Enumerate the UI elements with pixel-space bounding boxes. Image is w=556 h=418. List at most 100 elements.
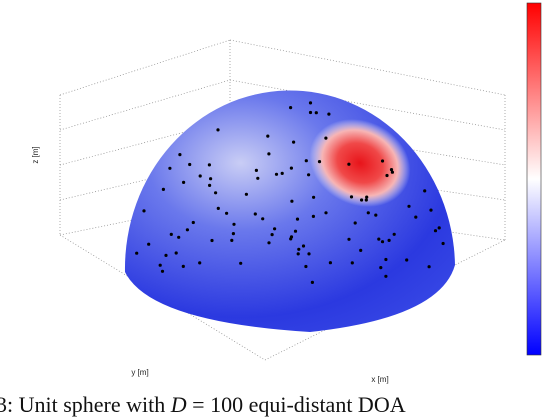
doa-point [307, 173, 311, 177]
doa-point [405, 258, 409, 262]
doa-point [270, 233, 274, 237]
doa-point [324, 211, 328, 215]
doa-point [327, 112, 331, 116]
hemisphere [124, 90, 455, 332]
doa-point [304, 264, 308, 269]
colorbar [526, 2, 542, 356]
doa-point [379, 266, 383, 270]
doa-point [185, 228, 189, 232]
doa-point [160, 269, 165, 273]
doa-point [147, 242, 151, 246]
doa-point [274, 172, 279, 176]
doa-point [317, 160, 322, 164]
doa-point [392, 232, 396, 236]
doa-point [293, 229, 298, 233]
doa-points [135, 101, 445, 284]
doa-point [280, 171, 284, 175]
doa-point [296, 252, 300, 256]
doa-point [216, 128, 220, 132]
doa-point [267, 241, 271, 245]
doa-point [168, 166, 172, 170]
doa-point [433, 229, 438, 233]
doa-point [207, 163, 211, 167]
doa-point [178, 153, 182, 157]
doa-point [423, 189, 427, 193]
doa-point [308, 101, 313, 105]
doa-point [328, 261, 332, 265]
doa-point [349, 195, 354, 199]
caption-symbol: D [170, 392, 187, 417]
doa-point [385, 173, 389, 178]
doa-point [429, 208, 433, 212]
doa-point [161, 187, 165, 191]
caption: 3: Unit sphere with D = 100 equi-distant… [0, 392, 406, 417]
doa-point [390, 170, 394, 174]
doa-point [253, 212, 257, 216]
doa-point [231, 232, 235, 236]
doa-point [289, 166, 293, 170]
doa-point [312, 195, 316, 199]
doa-point [307, 252, 311, 256]
doa-point [191, 220, 195, 225]
doa-point [384, 257, 388, 262]
doa-point [182, 180, 186, 184]
doa-point [366, 211, 370, 215]
doa-point [232, 222, 236, 226]
doa-point [244, 192, 248, 196]
doa-point [169, 232, 173, 236]
doa-point [360, 198, 364, 202]
doa-point [364, 198, 368, 202]
doa-point [267, 152, 271, 156]
x-axis-label: x [m] [371, 375, 388, 384]
doa-point [441, 241, 445, 246]
caption-rest: = 100 equi-distant DOA [192, 392, 406, 417]
doa-point [210, 238, 214, 243]
doa-point [407, 204, 411, 208]
doa-point [289, 235, 294, 239]
doa-point [292, 140, 296, 144]
doa-point [377, 237, 381, 241]
doa-point [304, 159, 308, 163]
doa-point [198, 174, 202, 178]
z-axis-label: z [m] [31, 146, 40, 163]
doa-point [347, 162, 351, 166]
doa-point [266, 134, 270, 138]
doa-point [437, 226, 441, 230]
doa-point [177, 235, 181, 239]
doa-point [261, 217, 265, 221]
doa-point [353, 221, 357, 225]
doa-point [209, 177, 213, 181]
y-axis-label: y [m] [131, 368, 148, 377]
doa-point [254, 168, 258, 172]
doa-point [273, 227, 277, 231]
doa-point [380, 159, 385, 163]
doa-point [365, 195, 369, 199]
doa-point [384, 274, 388, 278]
doa-point [181, 264, 185, 268]
doa-point [324, 136, 328, 140]
doa-point [301, 244, 306, 248]
doa-point [387, 238, 391, 242]
doa-point [295, 217, 300, 221]
doa-point [142, 209, 146, 213]
doa-point [347, 237, 351, 241]
doa-point [314, 111, 318, 115]
doa-point [290, 199, 294, 203]
doa-point [389, 168, 394, 172]
doa-point [256, 176, 260, 180]
doa-point [225, 211, 229, 215]
doa-point [208, 183, 212, 187]
doa-point [380, 240, 385, 244]
doa-point [427, 265, 431, 269]
doa-point [216, 206, 220, 210]
caption-prefix: 3: Unit sphere with [0, 392, 165, 417]
doa-point [359, 248, 363, 252]
doa-point [230, 238, 234, 242]
doa-point [188, 162, 192, 167]
doa-point [198, 261, 202, 265]
doa-point [350, 261, 354, 265]
doa-point [158, 263, 162, 267]
doa-point [239, 261, 243, 265]
